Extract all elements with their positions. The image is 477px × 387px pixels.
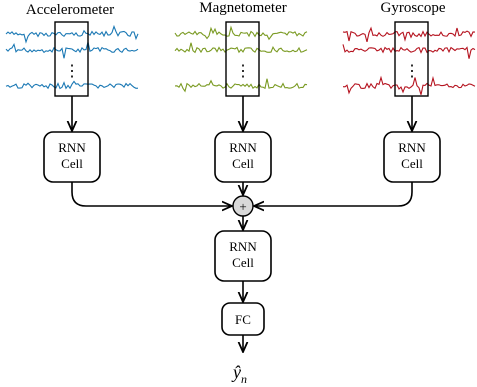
rnn-cell-label-line2: Cell [61, 156, 83, 171]
gyroscope-signals [342, 26, 476, 95]
accelerometer-signals [5, 24, 139, 90]
fc-label: FC [235, 312, 251, 327]
output-label: ŷn [231, 362, 247, 386]
sum-symbol: + [239, 199, 246, 214]
signal-trace [174, 25, 308, 41]
accelerometer-title: Accelerometer [26, 2, 114, 18]
signal-trace [5, 80, 139, 90]
signal-trace [342, 44, 476, 59]
arrow-accel-to-sum [71, 182, 232, 206]
signal-trace [174, 78, 308, 93]
rnn-cell-label-line1: RNN [398, 140, 426, 155]
magnetometer-signals [174, 25, 308, 93]
signal-trace [5, 41, 139, 59]
gyroscope-title: Gyroscope [381, 0, 446, 16]
signal-trace [174, 42, 308, 54]
rnn-cell-label-line2: Cell [401, 156, 423, 171]
sum-node: + [232, 195, 254, 217]
rnn-cell-gyroscope: RNN Cell [383, 131, 441, 183]
rnn-cell-label-line2: Cell [232, 156, 254, 171]
signal-trace [5, 24, 139, 44]
magnetometer-ellipsis: ⋮ [235, 63, 251, 80]
rnn-cell-accelerometer: RNN Cell [43, 131, 101, 183]
fc-layer: FC [221, 302, 265, 336]
signal-trace [342, 26, 476, 43]
rnn-cell-fusion: RNN Cell [214, 230, 272, 282]
magnetometer-title: Magnetometer [199, 0, 286, 16]
rnn-cell-label-line1: RNN [229, 239, 257, 254]
rnn-cell-label-line1: RNN [58, 140, 86, 155]
rnn-cell-label-line1: RNN [229, 140, 257, 155]
rnn-cell-magnetometer: RNN Cell [214, 131, 272, 183]
accelerometer-ellipsis: ⋮ [64, 63, 80, 80]
rnn-cell-label-line2: Cell [232, 255, 254, 270]
arrow-gyro-to-sum [254, 182, 413, 206]
signal-trace [342, 75, 476, 95]
gyroscope-ellipsis: ⋮ [404, 63, 420, 80]
